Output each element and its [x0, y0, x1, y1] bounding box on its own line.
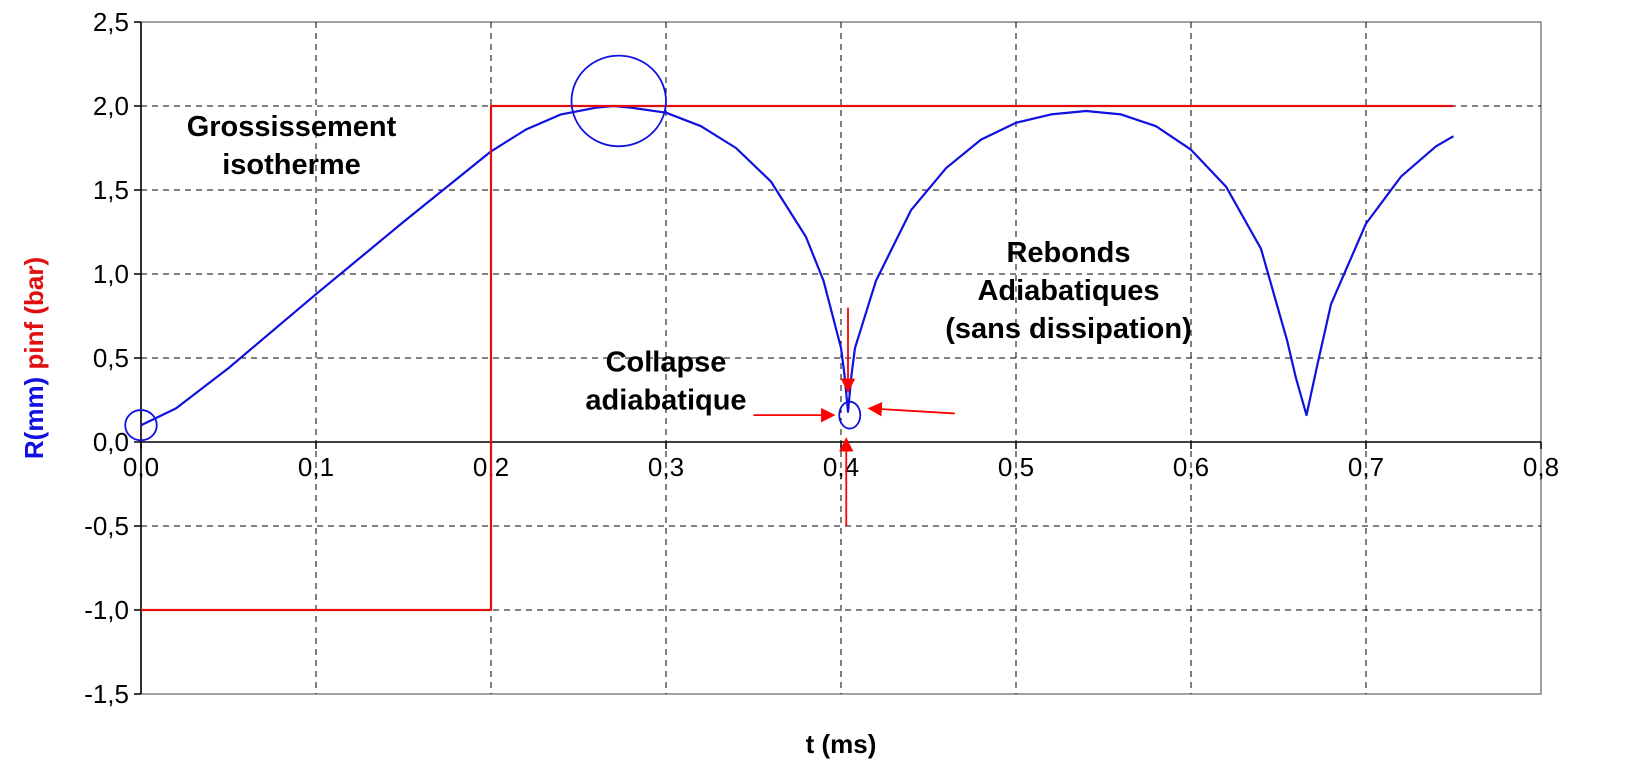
- tick-labels: 0,0 0,1 0,2 0,3 0,4 0,5 0,6 0,7 0,8-1,5-1,0-0,50…: [84, 7, 1559, 709]
- highlight-circle: [838, 400, 862, 430]
- x-tick-label: 0,7: [1348, 452, 1384, 482]
- x-tick-label: 0,0: [123, 452, 159, 482]
- annotation-text: (sans dissipation): [945, 313, 1192, 345]
- y-tick-label: 0,5: [93, 343, 129, 373]
- y-tick-label: -1,0: [84, 595, 129, 625]
- y-axis-label: R(mm) pinf (bar): [19, 257, 49, 459]
- pointer-arrow: [867, 401, 955, 417]
- annotation-text: adiabatique: [585, 384, 746, 416]
- y-tick-label: -1,5: [84, 679, 129, 709]
- highlight-circle: [570, 54, 667, 148]
- pointer-arrows: [753, 307, 955, 526]
- x-tick-label: 0,1: [298, 452, 334, 482]
- y-axis-label-part: R(mm): [19, 377, 49, 459]
- highlight-circles: [124, 54, 862, 442]
- y-tick-label: 2,5: [93, 7, 129, 37]
- annotation-text: isotherme: [222, 149, 361, 181]
- x-tick-label: 0,3: [648, 452, 684, 482]
- annotation-text: Grossissement: [187, 111, 397, 143]
- x-tick-label: 0,6: [1173, 452, 1209, 482]
- y-tick-label: 0,0: [93, 427, 129, 457]
- annotation-text: Adiabatiques: [977, 275, 1159, 307]
- annotations: Grossissement isotherme Collapse adiabatiqu…: [187, 111, 1192, 416]
- y-tick-label: 2,0: [93, 91, 129, 121]
- x-tick-label: 0,8: [1523, 452, 1559, 482]
- series-line-pressure: [141, 104, 1454, 612]
- highlight-circle: [124, 409, 158, 442]
- y-tick-label: -0,5: [84, 511, 129, 541]
- x-tick-label: 0,5: [998, 452, 1034, 482]
- y-axis-label-part: pinf (bar): [19, 257, 49, 377]
- x-tick-label: 0,4: [823, 452, 859, 482]
- series-lines: [140, 104, 1455, 612]
- annotation-text: Collapse: [606, 346, 727, 378]
- y-tick-label: 1,5: [93, 175, 129, 205]
- series-line-radius: [140, 104, 1455, 427]
- annotation-text: Rebonds: [1006, 237, 1130, 269]
- x-axis-label: t (ms): [806, 729, 877, 759]
- y-tick-label: 1,0: [93, 259, 129, 289]
